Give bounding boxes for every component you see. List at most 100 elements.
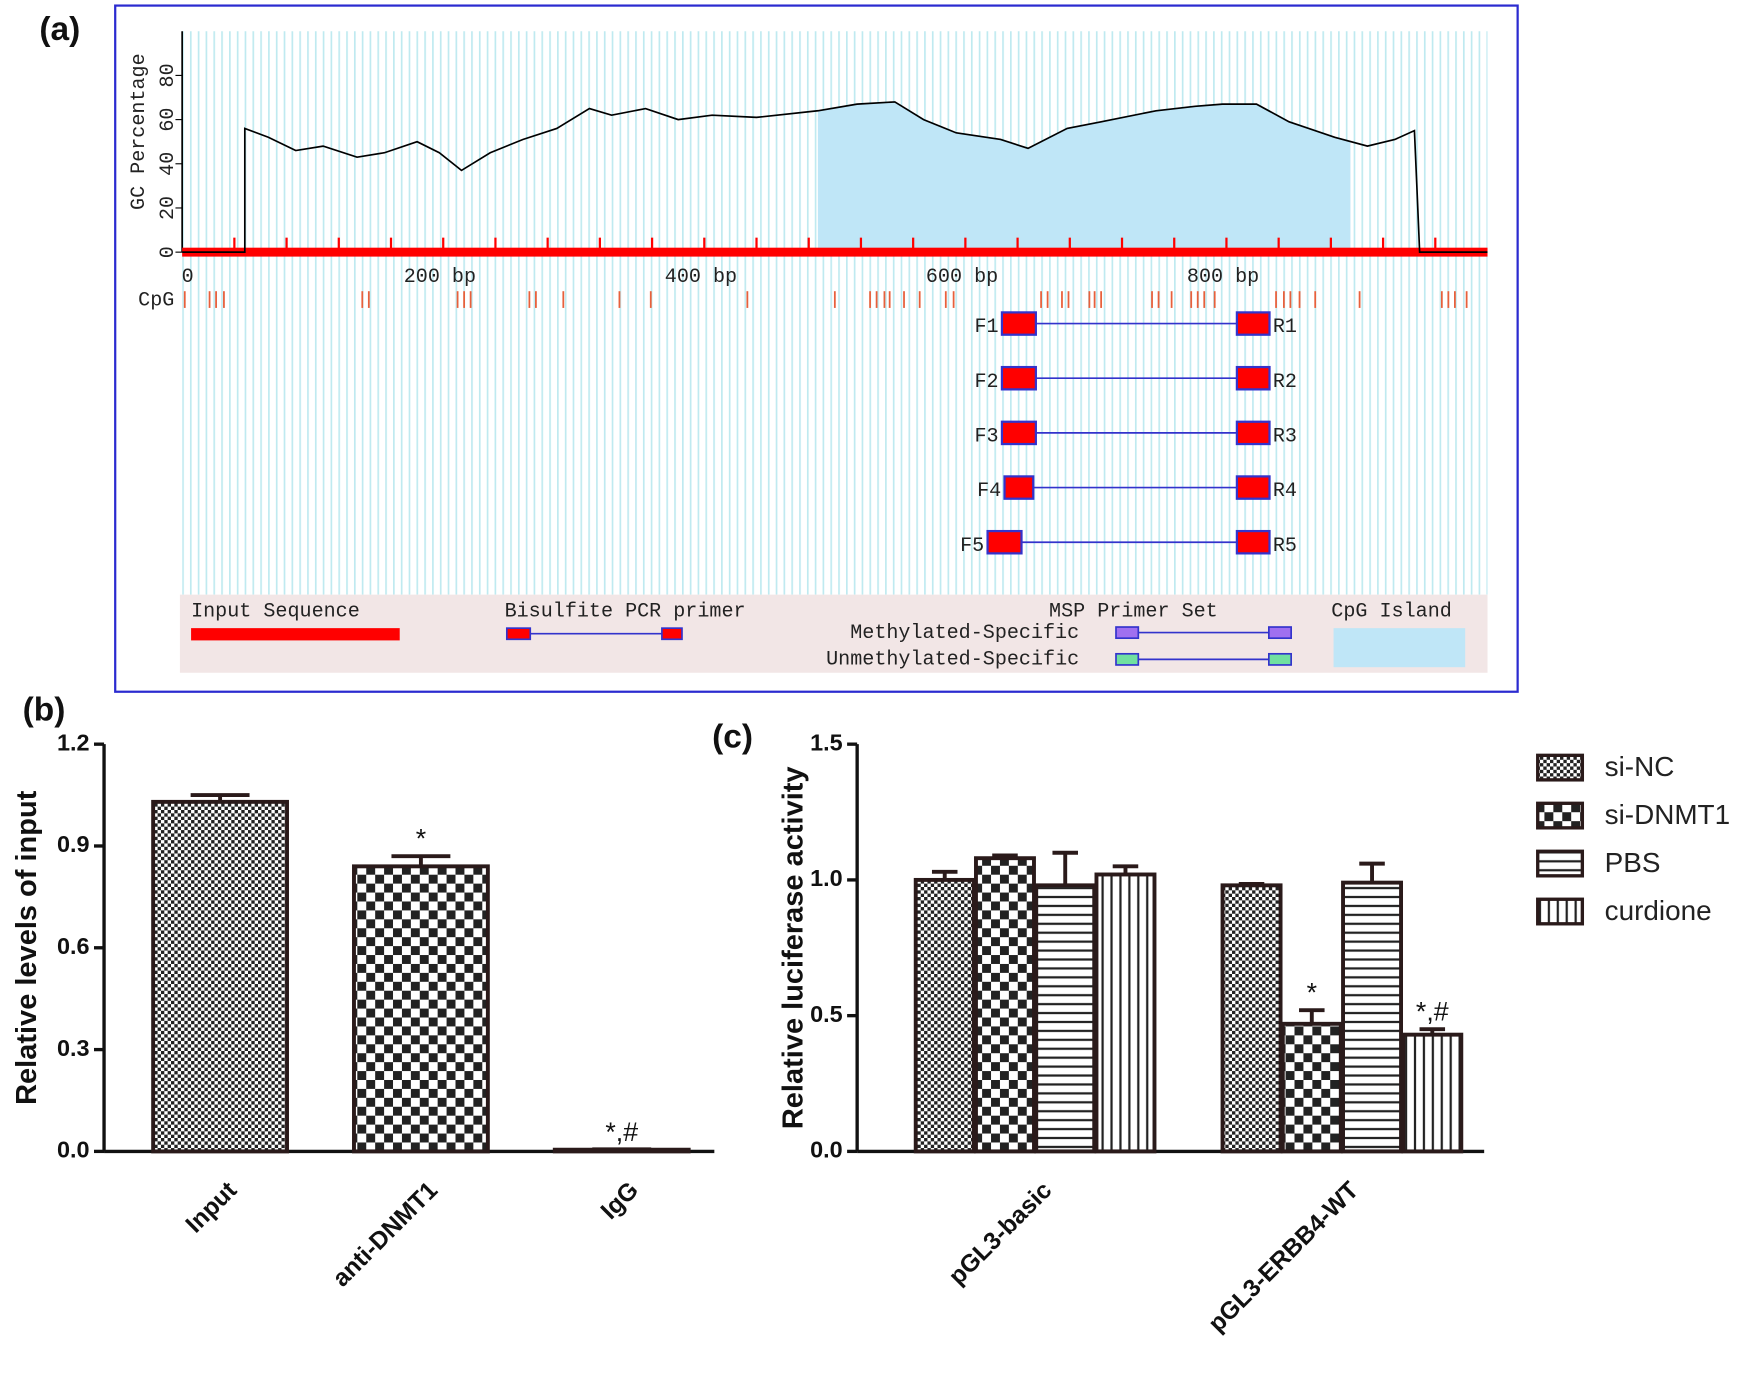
legend-swatch [661, 627, 683, 641]
legend-label: Bisulfite PCR primer [505, 601, 746, 624]
panel-label: (a) [39, 11, 80, 48]
x-tick-label: 0 [182, 266, 194, 289]
legend-swatch [1536, 801, 1585, 830]
forward-primer [1000, 420, 1037, 446]
forward-primer-label: F1 [974, 316, 998, 339]
legend-label: si-NC [1605, 751, 1675, 782]
x-tick-label: anti-DNMT1 [328, 1177, 443, 1292]
forward-primer [986, 529, 1023, 555]
error-bar [1052, 850, 1078, 886]
legend-label: Unmethylated-Specific [826, 649, 1079, 672]
y-tick-label: 60 [157, 108, 180, 132]
error-bar [1359, 861, 1385, 883]
y-tick-label: 0.6 [57, 933, 90, 959]
x-tick-label: 600 bp [926, 266, 998, 289]
x-tick-label: 200 bp [404, 266, 476, 289]
significance-label: *,# [605, 1117, 638, 1147]
bar [1341, 880, 1404, 1154]
legend-swatch [1536, 849, 1585, 878]
bar [1220, 883, 1283, 1154]
reverse-primer [1235, 475, 1271, 500]
error-bar [931, 869, 958, 880]
y-tick-label: 20 [157, 196, 180, 220]
y-tick-label: 80 [157, 63, 180, 87]
forward-primer-label: F4 [977, 480, 1001, 503]
reverse-primer-label: R1 [1273, 316, 1297, 339]
cpg-label: CpG [138, 289, 174, 312]
legend-label: Methylated-Specific [850, 622, 1079, 645]
legend-swatch [1268, 652, 1292, 666]
legend-swatch [505, 627, 532, 641]
legend-swatch [1115, 626, 1140, 640]
bar [352, 864, 490, 1154]
y-axis-label: Relative levels of input [11, 790, 43, 1105]
bar [913, 877, 976, 1154]
y-tick-label: 0.3 [57, 1035, 90, 1061]
error-bar [1419, 1027, 1446, 1035]
forward-primer [1000, 311, 1037, 336]
y-tick-label: 0.9 [57, 831, 90, 857]
forward-primer-label: F3 [974, 426, 998, 449]
forward-primer [1003, 475, 1035, 500]
y-tick-label: 0.0 [57, 1137, 90, 1163]
gc-line [182, 101, 1488, 253]
x-tick-label: pGL3-ERBB4-WT [1203, 1177, 1364, 1338]
x-tick-label: pGL3-basic [944, 1177, 1058, 1291]
significance-label: * [1307, 978, 1317, 1008]
input-sequence-bar [182, 247, 1488, 257]
error-bar [1238, 882, 1265, 886]
legend-swatch [1268, 626, 1292, 640]
forward-primer-label: F2 [974, 371, 998, 394]
y-tick-label: 0.0 [810, 1137, 843, 1163]
legend-label: PBS [1605, 847, 1661, 878]
x-tick-label: 400 bp [665, 266, 737, 289]
legend-swatch [1115, 652, 1140, 666]
bar [974, 856, 1036, 1154]
legend-label: Input Sequence [191, 601, 360, 624]
x-tick-label: Input [181, 1177, 242, 1238]
legend-swatch [1536, 753, 1585, 782]
legend-label: MSP Primer Set [1049, 601, 1218, 624]
x-tick-label: 800 bp [1187, 266, 1259, 289]
x-tick-label: IgG [596, 1177, 644, 1225]
legend-label: CpG Island [1331, 601, 1452, 624]
reverse-primer [1235, 365, 1271, 391]
legend-swatch [1536, 897, 1585, 926]
legend-label: curdione [1605, 895, 1712, 926]
bar [151, 799, 289, 1154]
reverse-primer-label: R4 [1273, 480, 1297, 503]
legend-swatch [1333, 628, 1466, 668]
y-tick-label: 40 [157, 152, 180, 176]
y-tick-label: 0 [157, 246, 180, 258]
error-bar [992, 853, 1018, 859]
forward-primer [1000, 365, 1037, 391]
y-axis-label: GC Percentage [128, 53, 151, 210]
error-bar [1112, 864, 1139, 875]
bar [1034, 883, 1097, 1154]
reverse-primer [1235, 529, 1271, 555]
error-bar [190, 793, 250, 802]
reverse-primer [1235, 311, 1271, 336]
bar [1094, 872, 1157, 1154]
cpg-island [817, 101, 1351, 253]
y-tick-label: 1.2 [57, 729, 90, 755]
bar [1401, 1032, 1464, 1154]
forward-primer-label: F5 [960, 535, 984, 558]
reverse-primer [1235, 420, 1271, 446]
error-bar [391, 854, 451, 867]
y-tick-label: 0.5 [810, 1001, 843, 1027]
reverse-primer-label: R3 [1273, 426, 1297, 449]
y-tick-label: 1.0 [810, 865, 843, 891]
reverse-primer-label: R2 [1273, 371, 1297, 394]
bar [1280, 1021, 1343, 1154]
significance-label: *,# [1416, 997, 1449, 1027]
significance-label: * [416, 824, 426, 854]
y-axis-label: Relative luciferase activity [777, 766, 809, 1129]
panel-label: (b) [23, 692, 66, 729]
legend-label: si-DNMT1 [1605, 799, 1730, 830]
error-bar [1299, 1008, 1325, 1024]
legend-swatch [191, 628, 400, 641]
panel-label: (c) [712, 718, 753, 755]
reverse-primer-label: R5 [1273, 535, 1297, 558]
